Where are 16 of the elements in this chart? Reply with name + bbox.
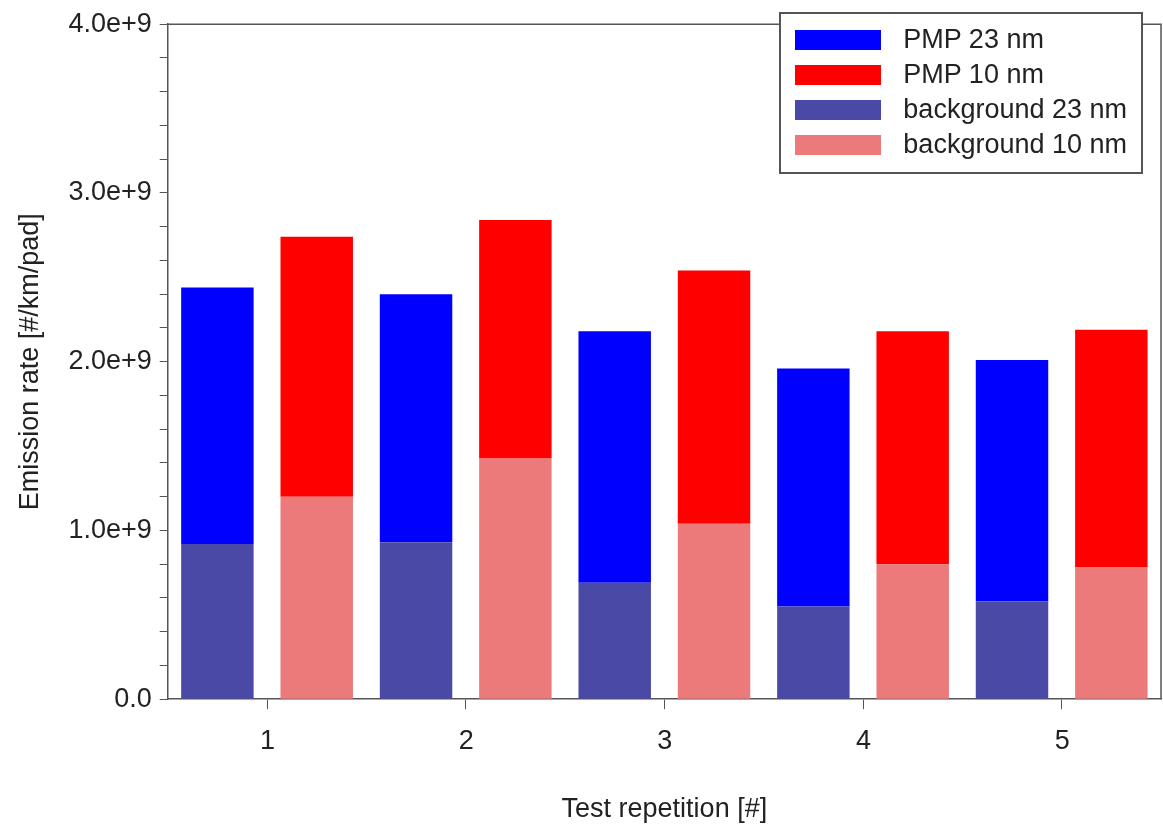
x-tick-label: 5 <box>1054 724 1070 755</box>
x-tick-label: 3 <box>657 724 673 755</box>
y-tick-label: 1.0e+9 <box>68 513 152 544</box>
x-tick-label: 4 <box>855 724 872 755</box>
x-tick-label: 2 <box>458 724 474 755</box>
legend-label: PMP 23 nm <box>903 24 1044 55</box>
y-axis-title: Emission rate [#/km/pad] <box>13 213 44 511</box>
y-tick-label: 0.0 <box>114 682 152 713</box>
x-tick-label: 1 <box>260 724 276 755</box>
y-tick-label: 4.0e+9 <box>68 7 152 38</box>
x-axis-title: Test repetition [#] <box>561 793 768 824</box>
legend-label: PMP 10 nm <box>903 59 1044 90</box>
legend-label: background 10 nm <box>903 129 1127 160</box>
y-tick-label: 3.0e+9 <box>68 176 152 207</box>
y-tick-label: 2.0e+9 <box>68 345 152 376</box>
legend-label: background 23 nm <box>903 94 1127 125</box>
